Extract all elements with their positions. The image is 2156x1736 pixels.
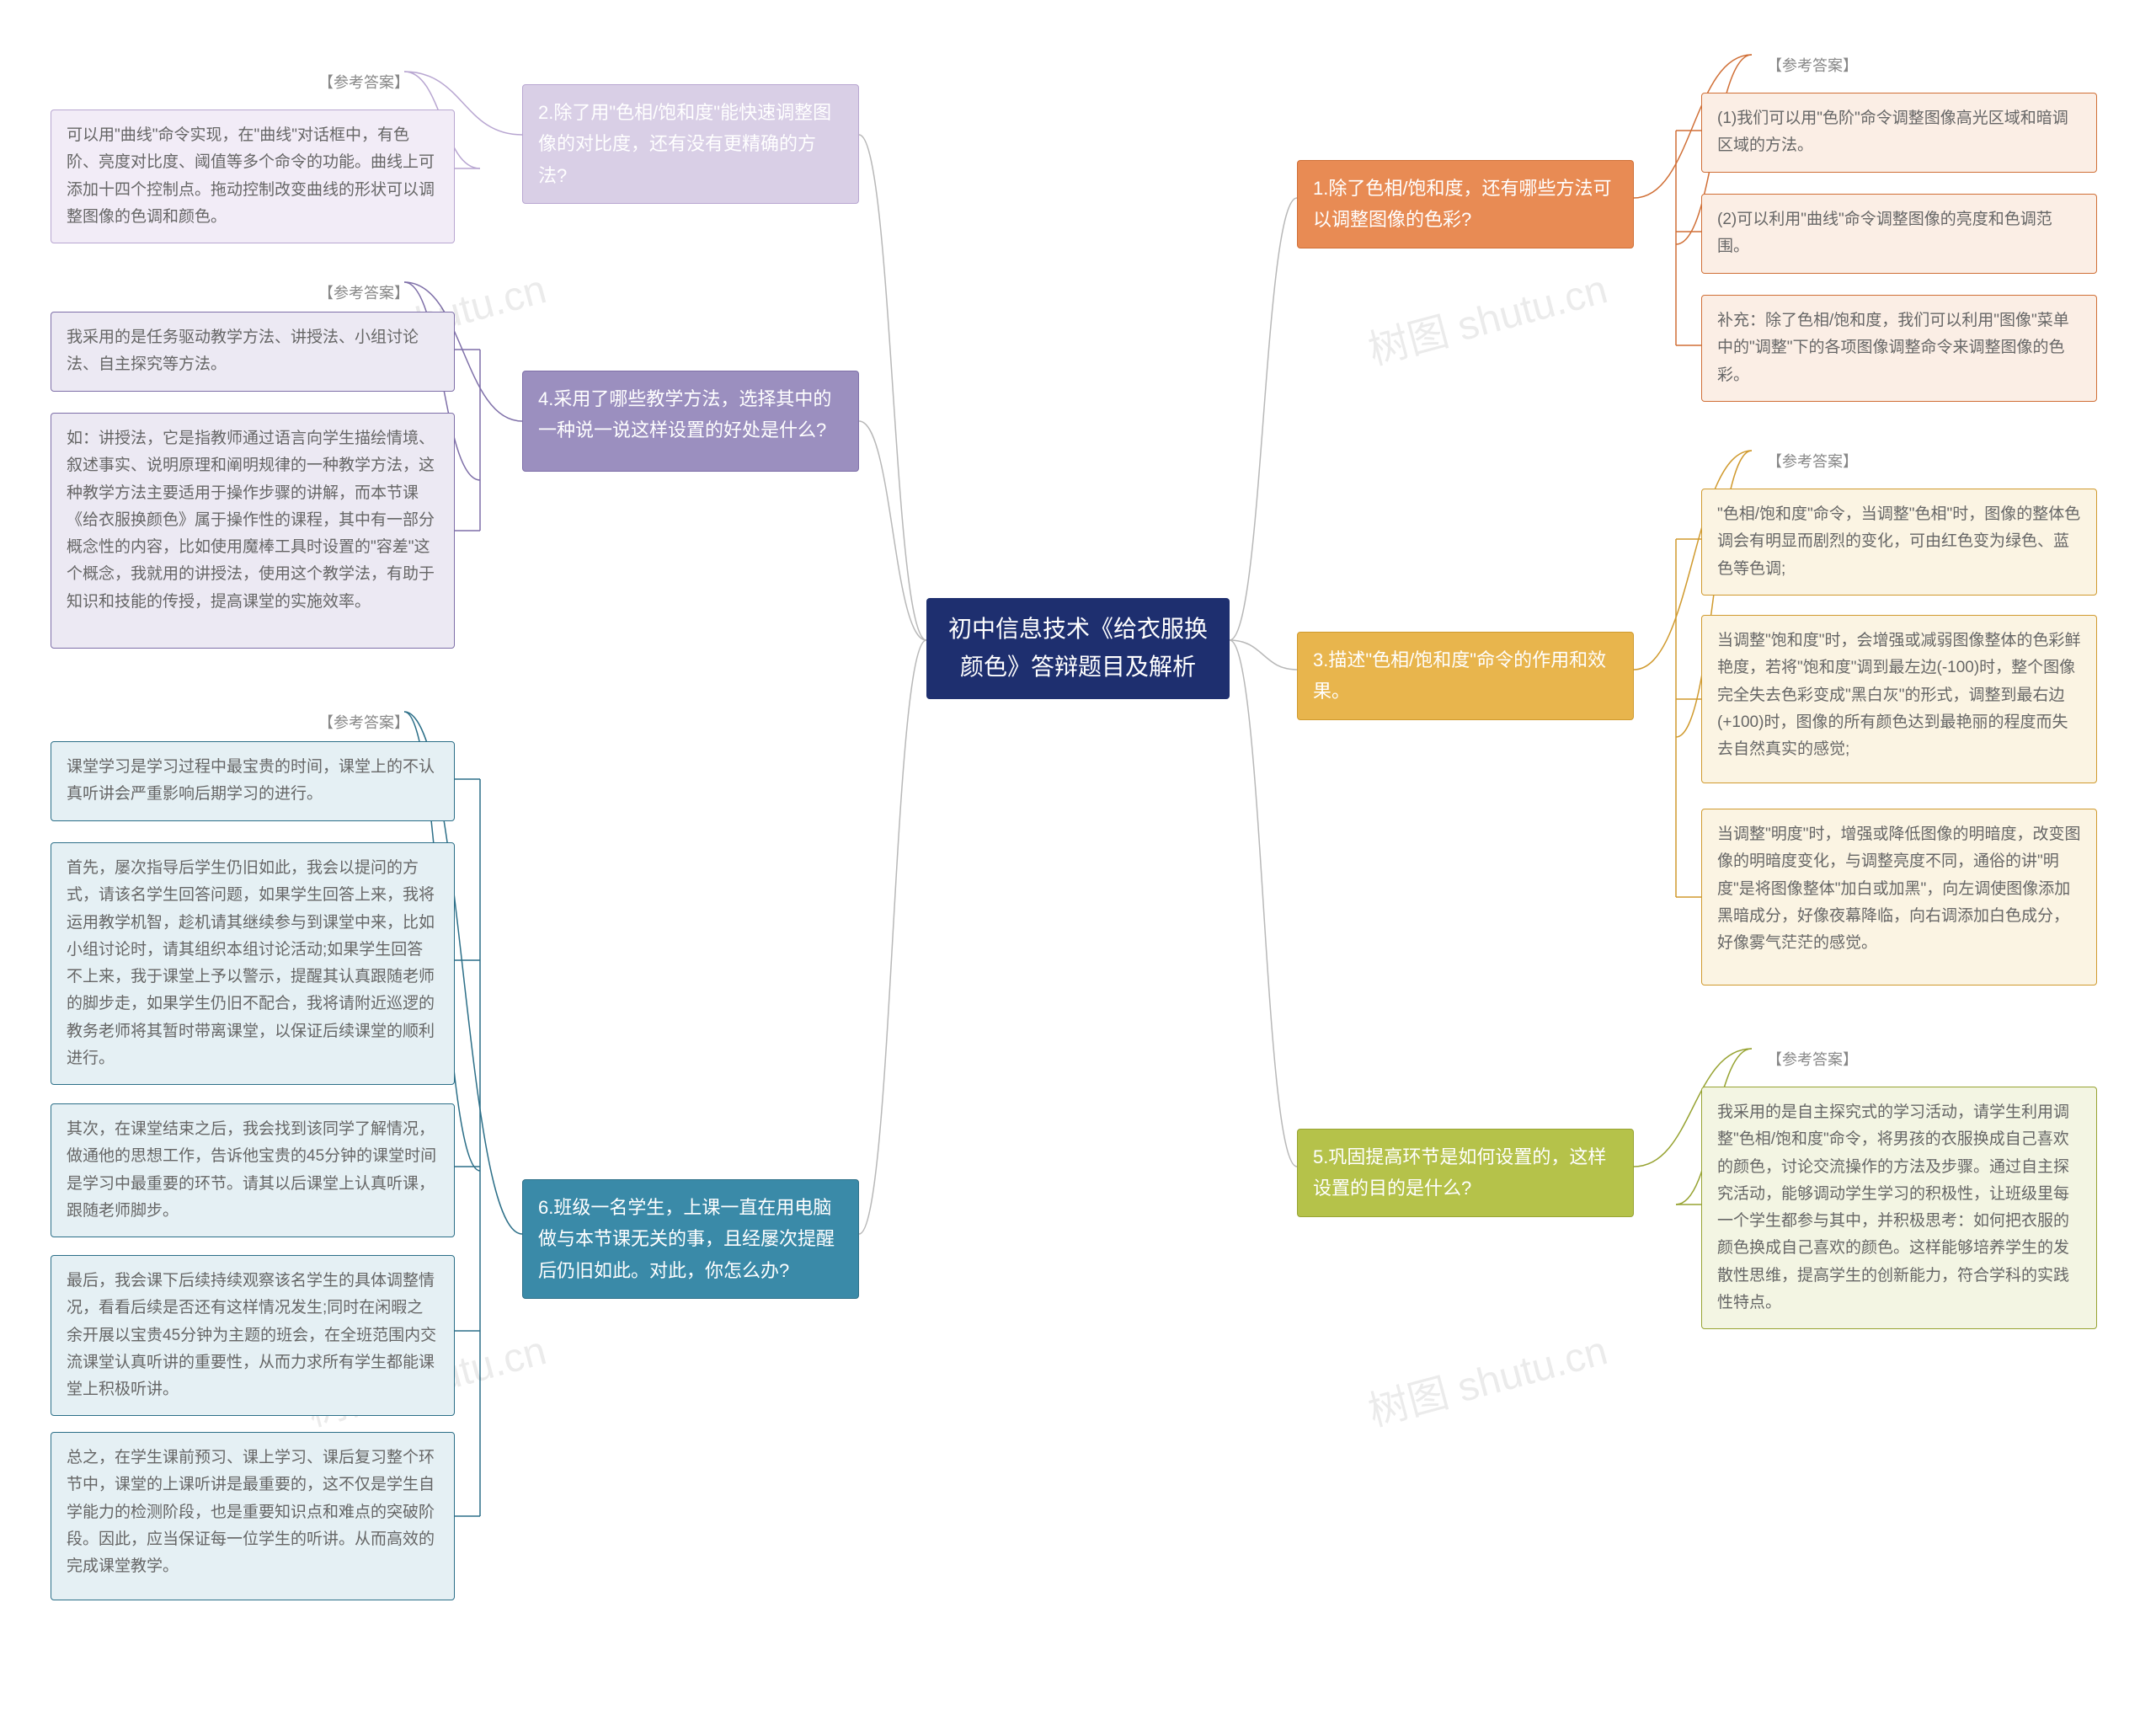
answer-label-b5: 【参考答案】 xyxy=(1752,1036,1873,1084)
leaf-b3-1: 当调整"饱和度"时，会增强或减弱图像整体的色彩鲜艳度，若将"饱和度"调到最左边(… xyxy=(1701,615,2097,783)
branch-b3: 3.描述"色相/饱和度"命令的作用和效果。 xyxy=(1297,632,1634,720)
leaf-b6-1: 首先，屡次指导后学生仍旧如此，我会以提问的方式，请该名学生回答问题，如果学生回答… xyxy=(51,842,455,1085)
leaf-b6-2: 其次，在课堂结束之后，我会找到该同学了解情况，做通他的思想工作，告诉他宝贵的45… xyxy=(51,1103,455,1237)
leaf-b2-0: 可以用"曲线"命令实现，在"曲线"对话框中，有色阶、亮度对比度、阈值等多个命令的… xyxy=(51,110,455,243)
branch-b1: 1.除了色相/饱和度，还有哪些方法可以调整图像的色彩? xyxy=(1297,160,1634,248)
leaf-b1-1: (2)可以利用"曲线"命令调整图像的亮度和色调范围。 xyxy=(1701,194,2097,274)
leaf-b6-0: 课堂学习是学习过程中最宝贵的时间，课堂上的不认真听讲会严重影响后期学习的进行。 xyxy=(51,741,455,821)
answer-label-b4: 【参考答案】 xyxy=(303,270,424,318)
branch-b4: 4.采用了哪些教学方法，选择其中的一种说一说这样设置的好处是什么? xyxy=(522,371,859,472)
answer-label-b6: 【参考答案】 xyxy=(303,699,424,747)
branch-b6: 6.班级一名学生，上课一直在用电脑做与本节课无关的事，且经屡次提醒后仍旧如此。对… xyxy=(522,1179,859,1299)
leaf-b6-3: 最后，我会课下后续持续观察该名学生的具体调整情况，看看后续是否还有这样情况发生;… xyxy=(51,1255,455,1416)
leaf-b3-2: 当调整"明度"时，增强或降低图像的明暗度，改变图像的明暗度变化，与调整亮度不同，… xyxy=(1701,809,2097,986)
leaf-b6-4: 总之，在学生课前预习、课上学习、课后复习整个环节中，课堂的上课听讲是最重要的，这… xyxy=(51,1432,455,1600)
leaf-b3-0: "色相/饱和度"命令，当调整"色相"时，图像的整体色调会有明显而剧烈的变化，可由… xyxy=(1701,489,2097,596)
center-node: 初中信息技术《给衣服换颜色》答辩题目及解析 xyxy=(926,598,1230,699)
watermark: 树图 shutu.cn xyxy=(1361,256,1613,377)
watermark: 树图 shutu.cn xyxy=(1361,1317,1613,1438)
leaf-b1-0: (1)我们可以用"色阶"命令调整图像高光区域和暗调区域的方法。 xyxy=(1701,93,2097,173)
branch-b5: 5.巩固提高环节是如何设置的，这样设置的目的是什么? xyxy=(1297,1129,1634,1217)
answer-label-b1: 【参考答案】 xyxy=(1752,42,1873,90)
branch-b2: 2.除了用"色相/饱和度"能快速调整图像的对比度，还有没有更精确的方法? xyxy=(522,84,859,204)
leaf-b4-0: 我采用的是任务驱动教学方法、讲授法、小组讨论法、自主探究等方法。 xyxy=(51,312,455,392)
leaf-b5-0: 我采用的是自主探究式的学习活动，请学生利用调整"色相/饱和度"命令，将男孩的衣服… xyxy=(1701,1087,2097,1329)
answer-label-b3: 【参考答案】 xyxy=(1752,438,1873,486)
answer-label-b2: 【参考答案】 xyxy=(303,59,424,107)
leaf-b4-1: 如：讲授法，它是指教师通过语言向学生描绘情境、叙述事实、说明原理和阐明规律的一种… xyxy=(51,413,455,649)
leaf-b1-2: 补充：除了色相/饱和度，我们可以利用"图像"菜单中的"调整"下的各项图像调整命令… xyxy=(1701,295,2097,402)
